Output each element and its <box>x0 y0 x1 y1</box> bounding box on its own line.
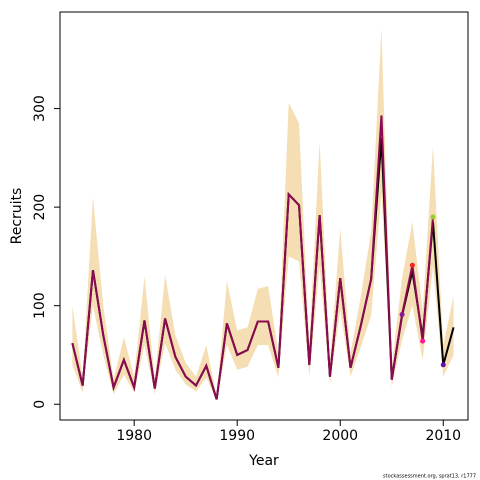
retro-point <box>399 312 405 318</box>
retro-point <box>420 338 426 344</box>
x-tick-label: 1990 <box>219 428 255 444</box>
plot-frame <box>59 11 469 421</box>
y-axis-label: Recruits <box>9 188 25 245</box>
retro-point <box>440 362 446 368</box>
y-tick-label: 0 <box>32 400 48 409</box>
y-tick-label: 300 <box>32 95 48 122</box>
x-tick-label: 2000 <box>322 428 358 444</box>
x-tick-label: 1980 <box>116 428 152 444</box>
y-tick-label: 200 <box>32 194 48 221</box>
footnote: stockassessment.org, sprat13, r1777 <box>383 474 476 480</box>
confidence-band <box>72 27 454 402</box>
x-tick-label: 2010 <box>425 428 461 444</box>
series-line <box>71 115 434 400</box>
x-axis-label: Year <box>248 453 279 469</box>
retro-point <box>430 214 436 220</box>
retro-point <box>409 262 415 268</box>
y-tick-label: 100 <box>32 292 48 319</box>
